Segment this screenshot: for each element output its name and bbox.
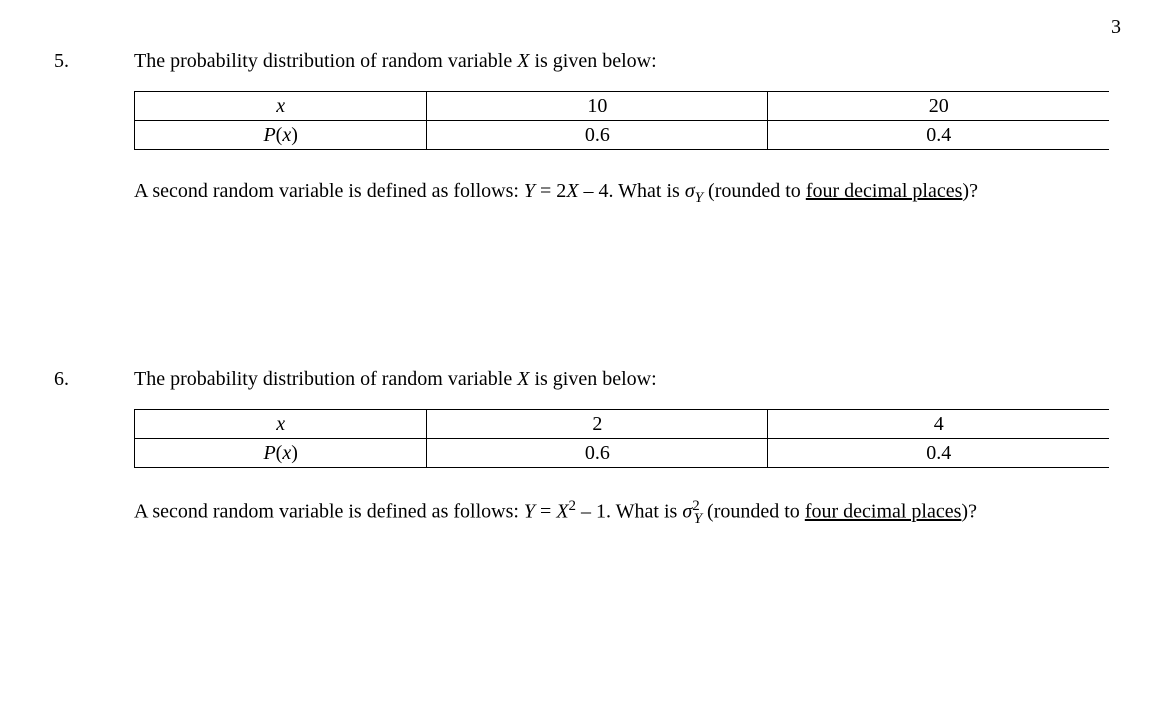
page-number: 3: [1111, 16, 1121, 39]
q6-r2-v1: 0.6: [427, 439, 768, 468]
q5-eq-mid: = 2: [535, 180, 566, 202]
q6-eq-X: X: [556, 501, 568, 523]
q5-eq-X: X: [566, 180, 578, 202]
table-row: P(x) 0.6 0.4: [135, 121, 1110, 150]
q6-follow-underline: four decimal places: [805, 501, 962, 523]
question-5-number: 5.: [54, 50, 134, 208]
question-5: 5. The probability distribution of rando…: [54, 50, 1109, 208]
page-content: 5. The probability distribution of rando…: [0, 0, 1163, 529]
q5-r1-label: x: [135, 92, 427, 121]
q5-r1-v1: 10: [427, 92, 768, 121]
question-5-intro: The probability distribution of random v…: [134, 50, 1109, 73]
question-6-followup: A second random variable is defined as f…: [134, 496, 1109, 529]
q5-follow-b: What is: [614, 180, 685, 202]
q5-r2-v2: 0.4: [768, 121, 1109, 150]
q5-r2-label: P(x): [135, 121, 427, 150]
q6-sigma: σ: [682, 501, 692, 523]
q5-follow-d: )?: [962, 180, 978, 202]
question-6: 6. The probability distribution of rando…: [54, 368, 1109, 529]
q6-eq-suffix: – 1.: [576, 501, 611, 523]
q6-sigma-sub: Y: [694, 511, 702, 527]
q6-r2-label: P(x): [135, 439, 427, 468]
q6-intro-prefix: The probability distribution of random v…: [134, 368, 517, 390]
q6-r2-x: x: [282, 442, 291, 464]
q6-intro-suffix: is given below:: [529, 368, 656, 390]
q5-r1-v2: 20: [768, 92, 1109, 121]
q5-sigma-sub: Y: [695, 190, 703, 206]
question-5-body: The probability distribution of random v…: [134, 50, 1109, 208]
q5-intro-suffix: is given below:: [529, 50, 656, 72]
q6-intro-var: X: [517, 368, 529, 390]
q5-eq-lhs: Y: [524, 180, 535, 202]
table-row: x 10 20: [135, 92, 1110, 121]
q6-r1-v1: 2: [427, 410, 768, 439]
q5-sigma: σ: [685, 180, 695, 202]
q6-r2-v2: 0.4: [768, 439, 1109, 468]
q6-follow-d: )?: [961, 501, 977, 523]
q6-follow-a: A second random variable is defined as f…: [134, 501, 524, 523]
q5-r2-P: P: [263, 124, 275, 146]
q6-eq-sup: 2: [569, 498, 577, 514]
q5-follow-underline: four decimal places: [806, 180, 963, 202]
q5-r2-x: x: [282, 124, 291, 146]
question-5-followup: A second random variable is defined as f…: [134, 178, 1109, 208]
question-6-intro: The probability distribution of random v…: [134, 368, 1109, 391]
q5-r2-v1: 0.6: [427, 121, 768, 150]
q5-intro-prefix: The probability distribution of random v…: [134, 50, 517, 72]
q6-eq-mid: =: [535, 501, 556, 523]
question-5-table: x 10 20 P(x) 0.6 0.4: [134, 91, 1109, 150]
q6-r1-label: x: [135, 410, 427, 439]
table-row: P(x) 0.6 0.4: [135, 439, 1110, 468]
q6-follow-b: What is: [611, 501, 682, 523]
q6-r2-P: P: [263, 442, 275, 464]
q6-eq-lhs: Y: [524, 501, 535, 523]
q5-intro-var: X: [517, 50, 529, 72]
question-6-table: x 2 4 P(x) 0.6 0.4: [134, 409, 1109, 468]
q5-follow-c: (rounded to: [703, 180, 806, 202]
q6-r1-v2: 4: [768, 410, 1109, 439]
question-6-body: The probability distribution of random v…: [134, 368, 1109, 529]
q6-follow-c: (rounded to: [702, 501, 805, 523]
q5-eq-suffix: – 4.: [579, 180, 614, 202]
q5-follow-a: A second random variable is defined as f…: [134, 180, 524, 202]
question-6-number: 6.: [54, 368, 134, 529]
table-row: x 2 4: [135, 410, 1110, 439]
